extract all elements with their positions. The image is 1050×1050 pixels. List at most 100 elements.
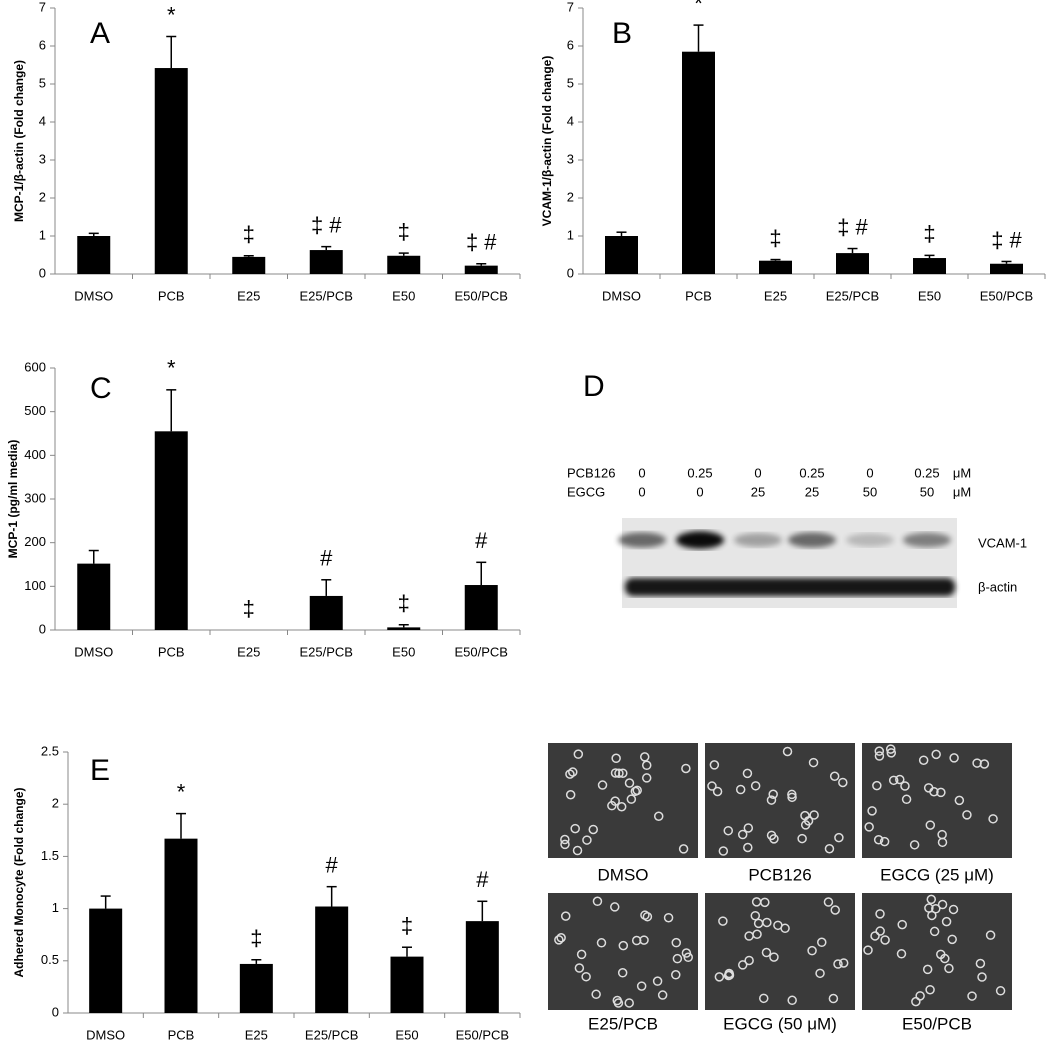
cell — [761, 947, 772, 958]
cell — [988, 814, 998, 824]
x-tick-label: PCB — [685, 288, 712, 303]
micrograph — [548, 893, 698, 1010]
micrograph-label: E50/PCB — [902, 1014, 972, 1033]
cell — [597, 780, 608, 790]
cell — [927, 910, 937, 921]
x-tick-label: E25 — [245, 1027, 268, 1042]
bar — [239, 963, 273, 1013]
panel-letter: D — [583, 370, 605, 403]
cell — [681, 763, 691, 774]
y-tick-label: 3 — [39, 151, 46, 166]
cell — [611, 753, 621, 764]
cell — [874, 751, 885, 761]
cell — [873, 835, 884, 845]
x-tick-label: E25/PCB — [300, 288, 353, 303]
bar — [759, 260, 792, 274]
cell — [937, 899, 948, 910]
cell — [782, 746, 793, 757]
annotation: ‡ — [401, 913, 413, 938]
y-tick-label: 2.5 — [41, 743, 59, 758]
cell — [972, 758, 982, 768]
cell — [570, 823, 580, 834]
cell — [838, 958, 849, 968]
x-tick-label: E25 — [764, 288, 787, 303]
cell — [834, 832, 844, 843]
cell — [809, 810, 819, 820]
cell — [572, 845, 583, 856]
cell — [925, 984, 935, 995]
band — [903, 532, 951, 548]
x-tick-label: PCB — [158, 288, 185, 303]
cell — [614, 768, 624, 779]
bar — [464, 585, 498, 630]
x-tick-label: DMSO — [602, 288, 641, 303]
y-tick-label: 500 — [24, 403, 46, 418]
cell — [556, 932, 566, 943]
y-tick-label: 2 — [39, 189, 46, 204]
annotation: ‡ — [769, 225, 781, 250]
y-axis-label: MCP-1 (pg/ml media) — [6, 440, 20, 559]
annotation: # — [326, 852, 339, 877]
annotation: # — [475, 528, 488, 553]
row-value: 0 — [696, 484, 703, 499]
annotation: ‡ — [398, 591, 410, 616]
row-value: 25 — [805, 484, 819, 499]
cell — [807, 945, 817, 956]
micrograph — [862, 743, 1012, 858]
y-tick-label: 2 — [52, 796, 59, 811]
y-tick-label: 2 — [567, 189, 574, 204]
cell — [929, 926, 940, 937]
cell — [663, 912, 674, 923]
bar — [232, 256, 266, 274]
cell — [948, 904, 959, 915]
cell — [829, 771, 840, 781]
x-tick-label: E25/PCB — [300, 644, 353, 659]
cell — [803, 816, 814, 826]
cell — [875, 909, 885, 919]
cell — [830, 905, 840, 915]
cell — [911, 996, 921, 1007]
row-value: 0 — [866, 465, 873, 480]
cell — [768, 789, 778, 799]
micrograph-label: PCB126 — [748, 865, 811, 884]
bar — [154, 431, 188, 630]
cell — [918, 755, 929, 765]
cell — [743, 842, 753, 853]
bar — [682, 51, 715, 275]
y-tick-label: 0 — [39, 621, 46, 636]
annotation: # — [476, 867, 489, 892]
x-tick-label: E50/PCB — [980, 288, 1033, 303]
bar — [464, 265, 498, 274]
cell — [653, 811, 664, 821]
row-unit: μM — [953, 484, 971, 499]
cell — [737, 829, 748, 840]
cell — [931, 904, 941, 914]
cell — [759, 993, 769, 1004]
cell — [949, 753, 959, 763]
row-value: 0.25 — [914, 465, 939, 480]
cell — [613, 998, 624, 1008]
annotation: ‡ # — [466, 230, 497, 255]
cell — [718, 916, 728, 926]
x-tick-label: E50 — [918, 288, 941, 303]
cell — [977, 972, 987, 982]
cell — [652, 976, 663, 986]
cell — [885, 744, 896, 754]
y-tick-label: 3 — [567, 151, 574, 166]
cell — [744, 955, 754, 966]
cell — [864, 822, 874, 832]
cell — [815, 968, 825, 979]
annotation: ‡ # — [837, 214, 868, 239]
bar — [77, 236, 111, 274]
cell — [616, 802, 627, 812]
row-value: 25 — [751, 484, 765, 499]
cell — [750, 910, 761, 921]
annotation: * — [167, 356, 176, 381]
cell — [610, 902, 620, 912]
cell — [769, 952, 779, 962]
cell — [574, 963, 585, 973]
row-label: EGCG — [567, 484, 605, 499]
band — [846, 533, 894, 547]
cell — [592, 896, 603, 907]
cell — [624, 778, 635, 788]
